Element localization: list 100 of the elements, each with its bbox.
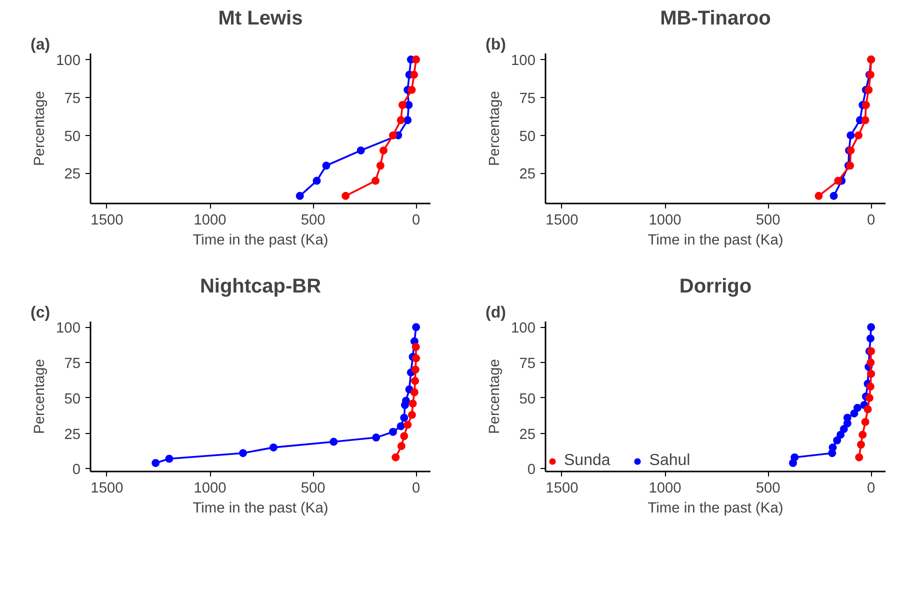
point xyxy=(850,409,858,418)
y-tick-label: 50 xyxy=(64,391,81,408)
x-tick-label: 1500 xyxy=(546,480,578,496)
x-tick-label: 1000 xyxy=(194,212,226,228)
point xyxy=(412,342,420,351)
x-tick-label: 500 xyxy=(300,212,326,228)
point xyxy=(400,432,408,440)
point xyxy=(854,131,863,140)
y-tick-label: 75 xyxy=(64,90,81,107)
point xyxy=(400,414,408,422)
x-axis-title: Time in the past (Ka) xyxy=(648,500,784,516)
point xyxy=(371,176,380,185)
y-tick-label: 75 xyxy=(64,356,81,372)
point xyxy=(828,443,837,452)
point xyxy=(411,376,420,385)
point xyxy=(330,438,338,446)
point xyxy=(410,70,418,79)
point xyxy=(861,418,870,426)
x-axis-title: Time in the past (Ka) xyxy=(192,232,328,248)
point xyxy=(152,459,160,468)
y-axis-title: Percentage xyxy=(32,359,48,434)
point xyxy=(867,323,876,332)
point xyxy=(396,116,405,124)
point xyxy=(836,430,845,439)
legend-label: Sunda xyxy=(564,452,610,470)
y-axis-title: Percentage xyxy=(487,359,504,434)
point xyxy=(830,192,838,200)
y-tick-label: 50 xyxy=(519,128,536,145)
point xyxy=(814,192,823,200)
x-tick-label: 0 xyxy=(867,480,876,496)
y-tick-label: 0 xyxy=(527,462,536,478)
text: (a) xyxy=(30,36,50,54)
point xyxy=(412,56,420,64)
x-tick-label: 500 xyxy=(756,212,780,228)
y-tick-label: 100 xyxy=(56,320,81,337)
legend-label: Sahul xyxy=(649,452,690,470)
point xyxy=(834,176,842,185)
y-tick-label: 0 xyxy=(72,462,81,478)
chart-title: Mt Lewis xyxy=(218,8,303,30)
point xyxy=(408,86,416,94)
point xyxy=(790,453,799,462)
point xyxy=(380,146,388,154)
point xyxy=(846,131,855,140)
y-tick-label: 25 xyxy=(64,426,81,443)
point xyxy=(864,405,872,414)
point xyxy=(165,454,174,463)
y-tick-label: 25 xyxy=(519,426,536,443)
point xyxy=(858,430,867,439)
chart-title: MB-Tinaroo xyxy=(660,8,771,30)
point xyxy=(312,176,321,185)
point xyxy=(856,440,865,449)
x-tick-label: 500 xyxy=(756,480,780,496)
point xyxy=(388,131,397,140)
point xyxy=(269,443,278,452)
text: (b) xyxy=(486,36,506,54)
point xyxy=(402,396,410,405)
x-tick-label: 0 xyxy=(412,480,420,496)
x-axis-title: Time in the past (Ka) xyxy=(192,500,328,516)
point xyxy=(238,449,247,458)
x-tick-label: 0 xyxy=(867,212,876,228)
point xyxy=(372,434,380,442)
point xyxy=(411,366,420,374)
point xyxy=(862,101,870,110)
y-tick-label: 50 xyxy=(64,128,81,145)
x-tick-label: 1500 xyxy=(90,212,124,228)
point xyxy=(396,422,405,430)
x-tick-label: 1500 xyxy=(546,212,578,228)
y-axis-title: Percentage xyxy=(32,91,48,166)
chart-title: Dorrigo xyxy=(679,276,752,298)
chart-title: Nightcap-BR xyxy=(200,276,322,298)
x-tick-label: 1500 xyxy=(90,480,124,496)
point xyxy=(404,116,412,124)
point xyxy=(861,116,870,124)
point xyxy=(408,400,417,408)
point xyxy=(866,334,874,342)
x-tick-label: 1000 xyxy=(648,480,682,496)
point xyxy=(408,410,416,419)
x-tick-label: 1000 xyxy=(194,480,226,496)
point xyxy=(322,162,330,170)
y-tick-label: 100 xyxy=(511,53,536,70)
point xyxy=(853,404,862,412)
y-tick-label: 75 xyxy=(519,90,536,107)
point xyxy=(412,354,420,362)
x-axis-title: Time in the past (Ka) xyxy=(648,232,784,248)
x-tick-label: 1000 xyxy=(648,212,682,228)
point xyxy=(392,453,400,462)
y-tick-label: 100 xyxy=(511,320,536,337)
text: (c) xyxy=(30,304,50,322)
point xyxy=(397,442,406,450)
x-tick-label: 500 xyxy=(300,480,326,496)
y-tick-label: 75 xyxy=(519,356,536,372)
point xyxy=(867,370,876,378)
y-tick-label: 25 xyxy=(64,166,81,183)
point xyxy=(864,86,873,94)
y-tick-label: 100 xyxy=(56,53,81,70)
point xyxy=(833,436,842,444)
point xyxy=(388,428,397,436)
point xyxy=(342,192,350,200)
x-tick-label: 0 xyxy=(412,212,420,228)
point xyxy=(356,146,365,154)
